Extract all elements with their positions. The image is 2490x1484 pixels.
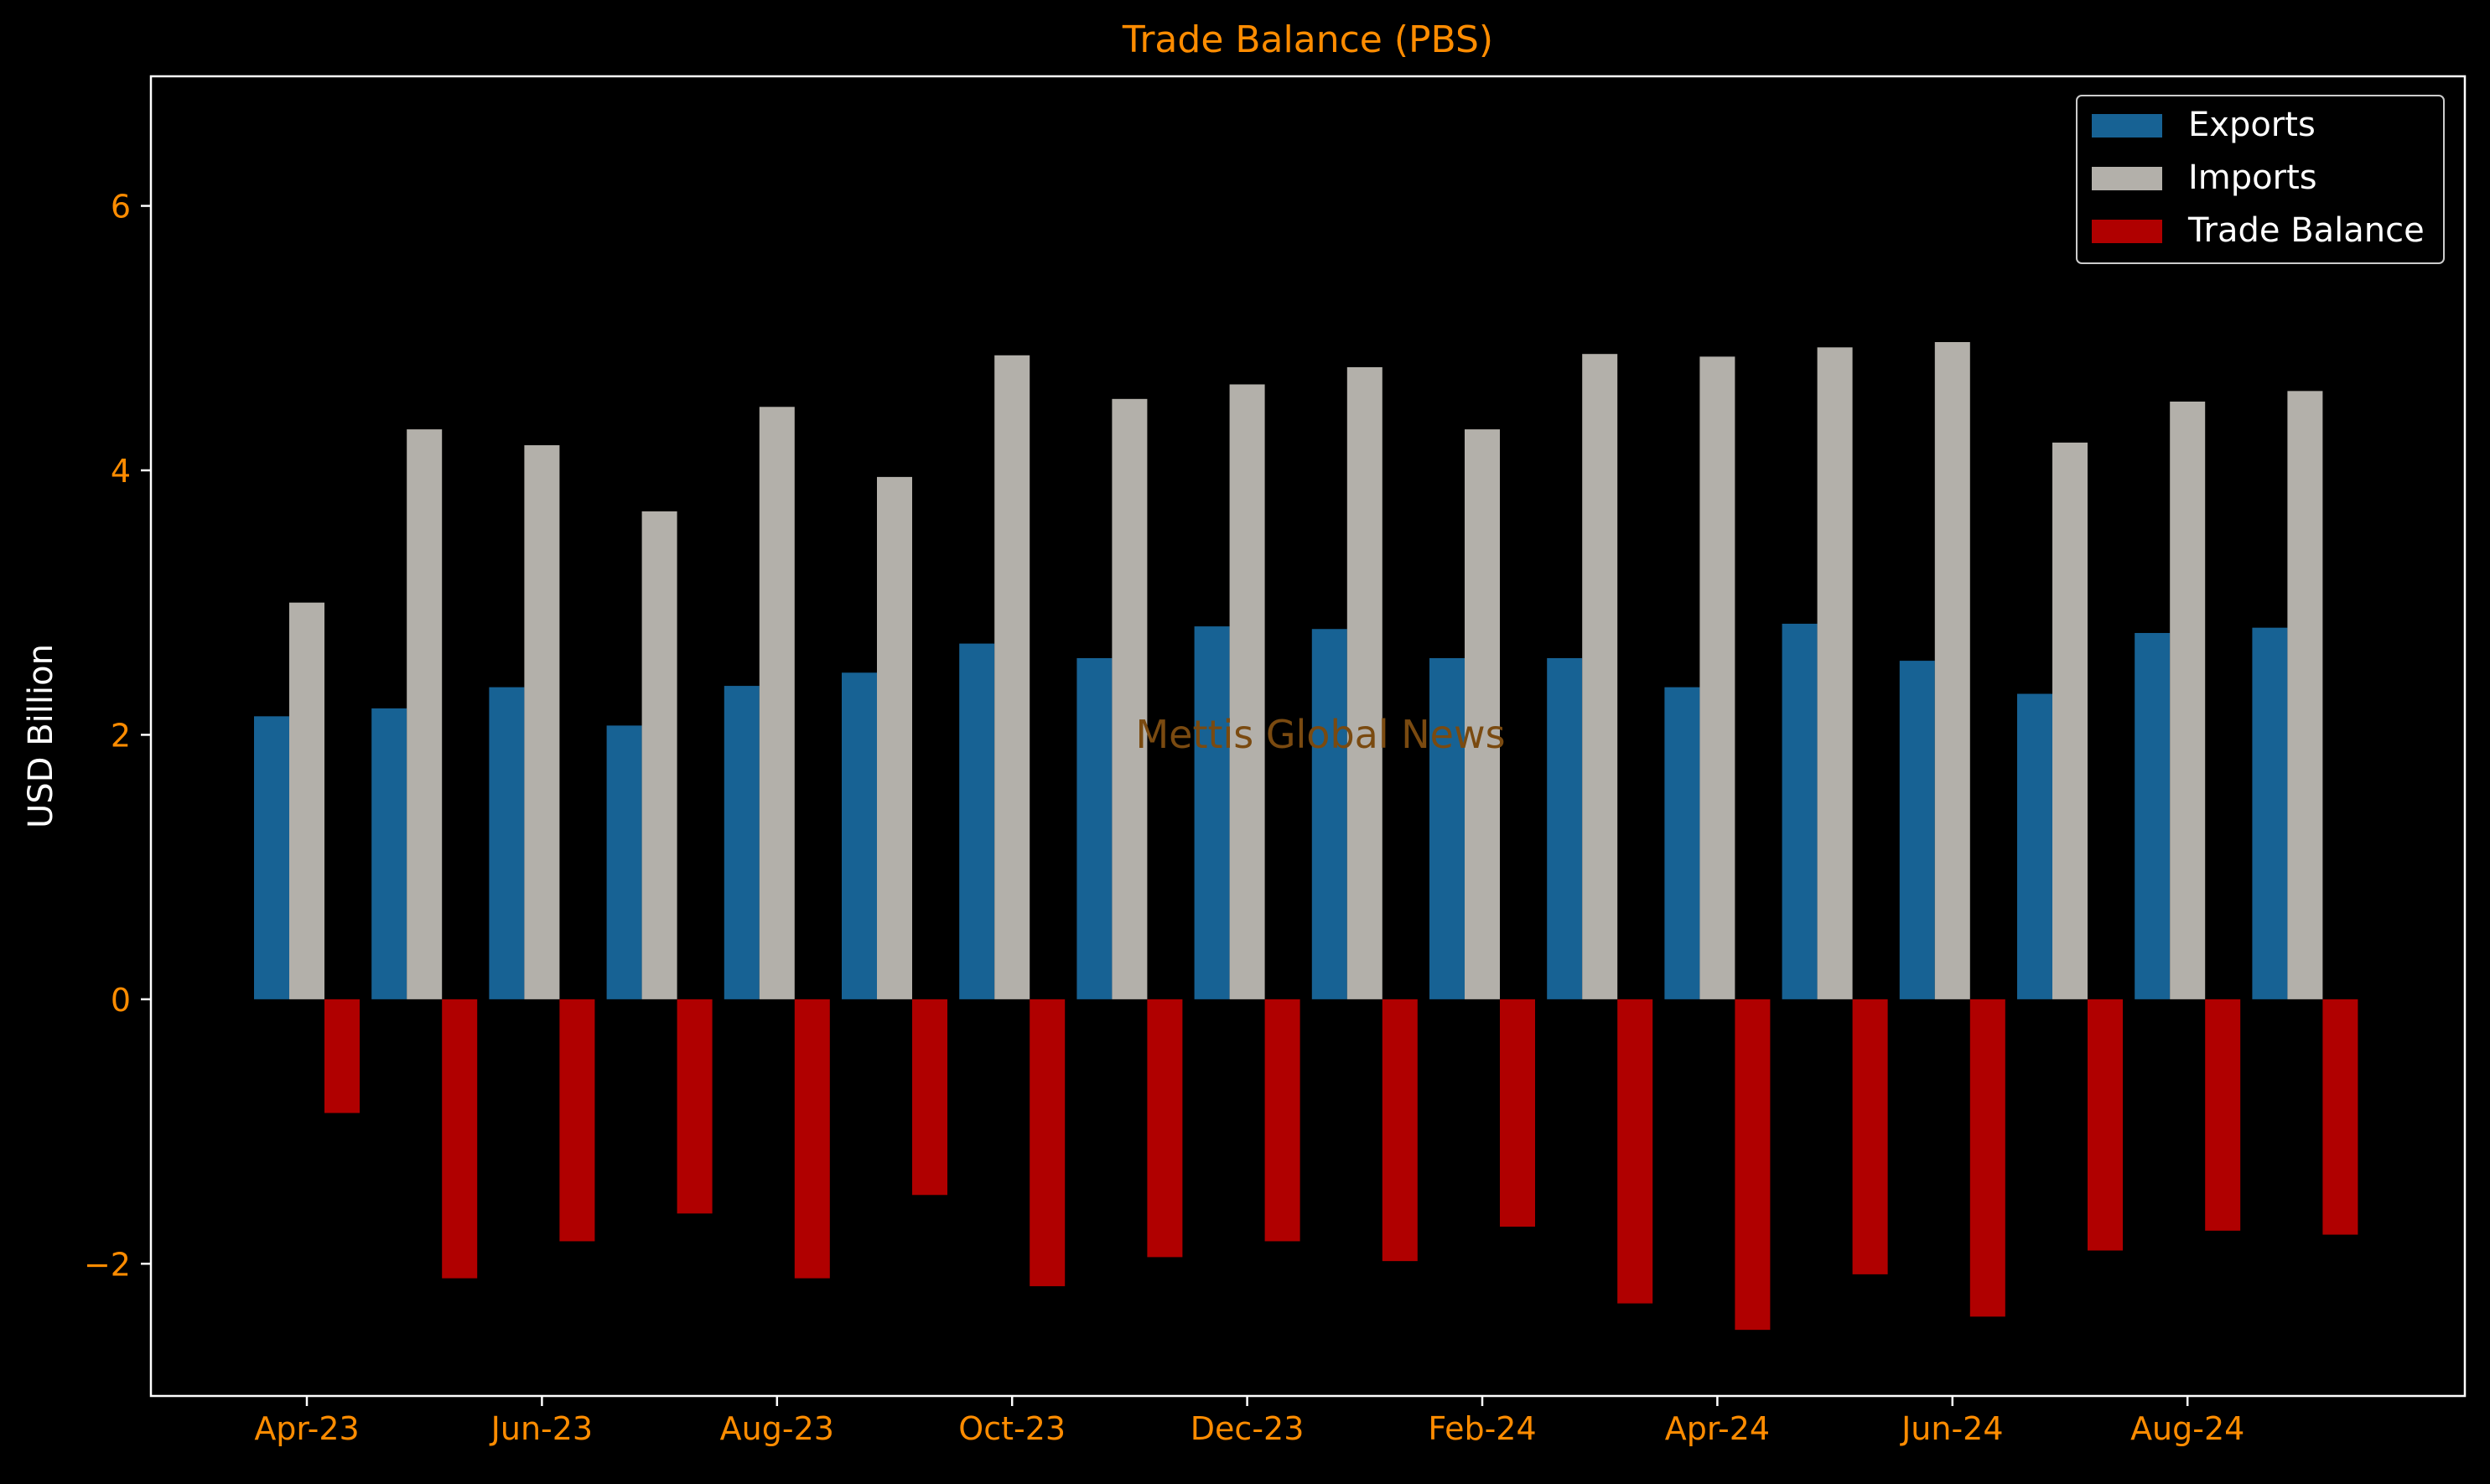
bar-exports-oct-23 — [959, 643, 995, 999]
bar-exports-jun-24 — [1899, 661, 1935, 999]
bar-trade-balance-feb-24 — [1500, 999, 1535, 1227]
bar-trade-balance-apr-24 — [1735, 999, 1771, 1331]
bar-trade-balance-jun-23 — [559, 999, 595, 1242]
bar-imports-jan-24 — [1346, 366, 1382, 999]
bar-imports-jul-23 — [641, 511, 677, 999]
bar-trade-balance-aug-23 — [794, 999, 830, 1279]
bar-trade-balance-sep-24 — [2322, 999, 2358, 1235]
chart-title: Trade Balance (PBS) — [1122, 18, 1493, 61]
bar-exports-sep-24 — [2252, 627, 2288, 999]
bar-imports-sep-24 — [2287, 391, 2323, 999]
legend-label-exports: Exports — [2188, 106, 2316, 144]
bar-trade-balance-dec-23 — [1264, 999, 1300, 1242]
bar-exports-nov-23 — [1076, 657, 1113, 999]
bar-trade-balance-sep-23 — [912, 999, 947, 1196]
ticks-layer: −2 0 2 4 6 Apr-23 Jun-23 Aug-23 Oct-23 Dec-23 Feb-… — [84, 189, 2244, 1447]
bar-imports-apr-24 — [1699, 356, 1735, 999]
bar-imports-jul-24 — [2052, 442, 2088, 999]
y-tick-label: 0 — [111, 982, 131, 1019]
legend-swatch-trade-balance — [2092, 220, 2162, 243]
x-tick-label: Oct-23 — [958, 1410, 1066, 1447]
x-tick-label: Jun-23 — [490, 1410, 593, 1447]
bar-trade-balance-nov-23 — [1147, 999, 1183, 1258]
legend-label-imports: Imports — [2188, 158, 2317, 197]
bar-trade-balance-jan-24 — [1382, 999, 1418, 1262]
bar-trade-balance-may-24 — [1852, 999, 1888, 1274]
bar-imports-may-23 — [407, 429, 443, 999]
bar-imports-feb-24 — [1465, 429, 1500, 999]
legend-label-trade-balance: Trade Balance — [2187, 211, 2425, 250]
bar-exports-sep-23 — [842, 672, 877, 999]
x-tick-label: Dec-23 — [1191, 1410, 1305, 1447]
bar-imports-jun-24 — [1934, 342, 1970, 999]
bar-exports-jan-24 — [1311, 629, 1347, 999]
bar-imports-mar-24 — [1582, 354, 1618, 999]
y-tick-label: −2 — [84, 1246, 131, 1283]
bar-imports-dec-23 — [1229, 384, 1265, 999]
bar-trade-balance-mar-24 — [1617, 999, 1653, 1304]
bar-imports-apr-23 — [289, 602, 324, 999]
bar-exports-aug-23 — [724, 686, 760, 999]
bar-trade-balance-aug-24 — [2205, 999, 2241, 1231]
legend: Exports Imports Trade Balance — [2076, 95, 2445, 264]
bar-imports-sep-23 — [877, 476, 912, 999]
bar-exports-aug-24 — [2135, 632, 2171, 999]
y-tick-label: 2 — [111, 717, 131, 754]
bar-imports-aug-23 — [759, 407, 795, 999]
bar-exports-may-23 — [371, 708, 407, 999]
legend-box — [2076, 95, 2445, 264]
y-tick-label: 6 — [111, 189, 131, 226]
bar-exports-may-24 — [1782, 623, 1818, 999]
legend-swatch-imports — [2092, 167, 2162, 190]
bar-imports-jun-23 — [524, 445, 560, 999]
bar-exports-feb-24 — [1429, 657, 1465, 999]
y-tick-label: 4 — [111, 453, 131, 490]
y-axis-label: USD Billion — [22, 644, 60, 828]
bar-imports-oct-23 — [994, 355, 1030, 999]
bar-trade-balance-may-23 — [442, 999, 478, 1279]
x-tick-label: Aug-23 — [720, 1410, 834, 1447]
bar-exports-apr-24 — [1664, 687, 1700, 999]
bar-exports-apr-23 — [254, 716, 289, 999]
x-tick-label: Apr-23 — [254, 1410, 359, 1447]
x-tick-label: Jun-24 — [1900, 1410, 2003, 1447]
frame-layer — [149, 75, 2467, 1398]
bar-exports-jun-23 — [489, 687, 525, 999]
x-tick-label: Aug-24 — [2130, 1410, 2244, 1447]
bar-trade-balance-oct-23 — [1030, 999, 1066, 1287]
x-tick-label: Apr-24 — [1665, 1410, 1770, 1447]
bar-trade-balance-jul-24 — [2088, 999, 2123, 1251]
bars-layer — [254, 342, 2358, 1331]
bar-imports-may-24 — [1817, 347, 1853, 999]
bar-imports-nov-23 — [1112, 398, 1148, 999]
bar-imports-aug-24 — [2170, 401, 2206, 999]
legend-swatch-exports — [2092, 114, 2162, 138]
bar-exports-mar-24 — [1547, 657, 1583, 999]
plot-frame — [149, 75, 2467, 1398]
bar-exports-jul-24 — [2017, 693, 2052, 999]
bar-exports-jul-23 — [606, 725, 642, 999]
bar-trade-balance-jul-23 — [677, 999, 713, 1214]
bar-trade-balance-jun-24 — [1969, 999, 2005, 1317]
bar-trade-balance-apr-23 — [324, 999, 360, 1113]
x-tick-label: Feb-24 — [1428, 1410, 1536, 1447]
bar-exports-dec-23 — [1194, 626, 1230, 999]
watermark-text: Mettis Global News — [1135, 712, 1505, 757]
